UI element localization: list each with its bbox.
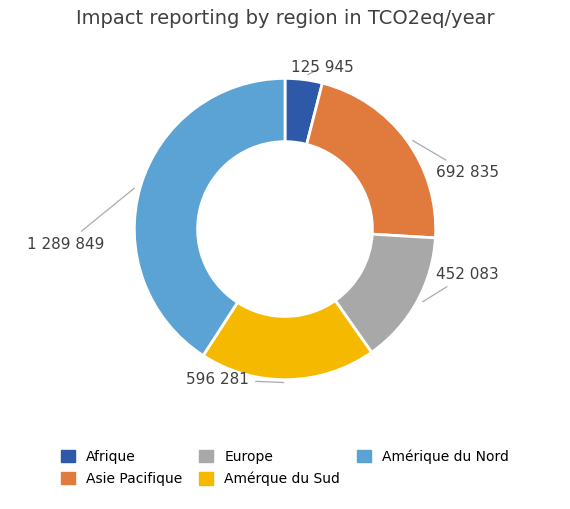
- Title: Impact reporting by region in TCO2eq/year: Impact reporting by region in TCO2eq/yea…: [76, 9, 494, 28]
- Wedge shape: [203, 300, 372, 380]
- Text: 1 289 849: 1 289 849: [27, 188, 135, 251]
- Wedge shape: [335, 234, 435, 352]
- Legend: Afrique, Asie Pacifique, Europe, Amérque du Sud, Amérique du Nord: Afrique, Asie Pacifique, Europe, Amérque…: [54, 442, 516, 493]
- Text: 596 281: 596 281: [186, 372, 284, 387]
- Wedge shape: [285, 78, 323, 145]
- Text: 452 083: 452 083: [423, 267, 498, 302]
- Text: 125 945: 125 945: [291, 60, 354, 75]
- Wedge shape: [307, 83, 435, 238]
- Text: 692 835: 692 835: [413, 140, 499, 180]
- Wedge shape: [135, 78, 285, 355]
